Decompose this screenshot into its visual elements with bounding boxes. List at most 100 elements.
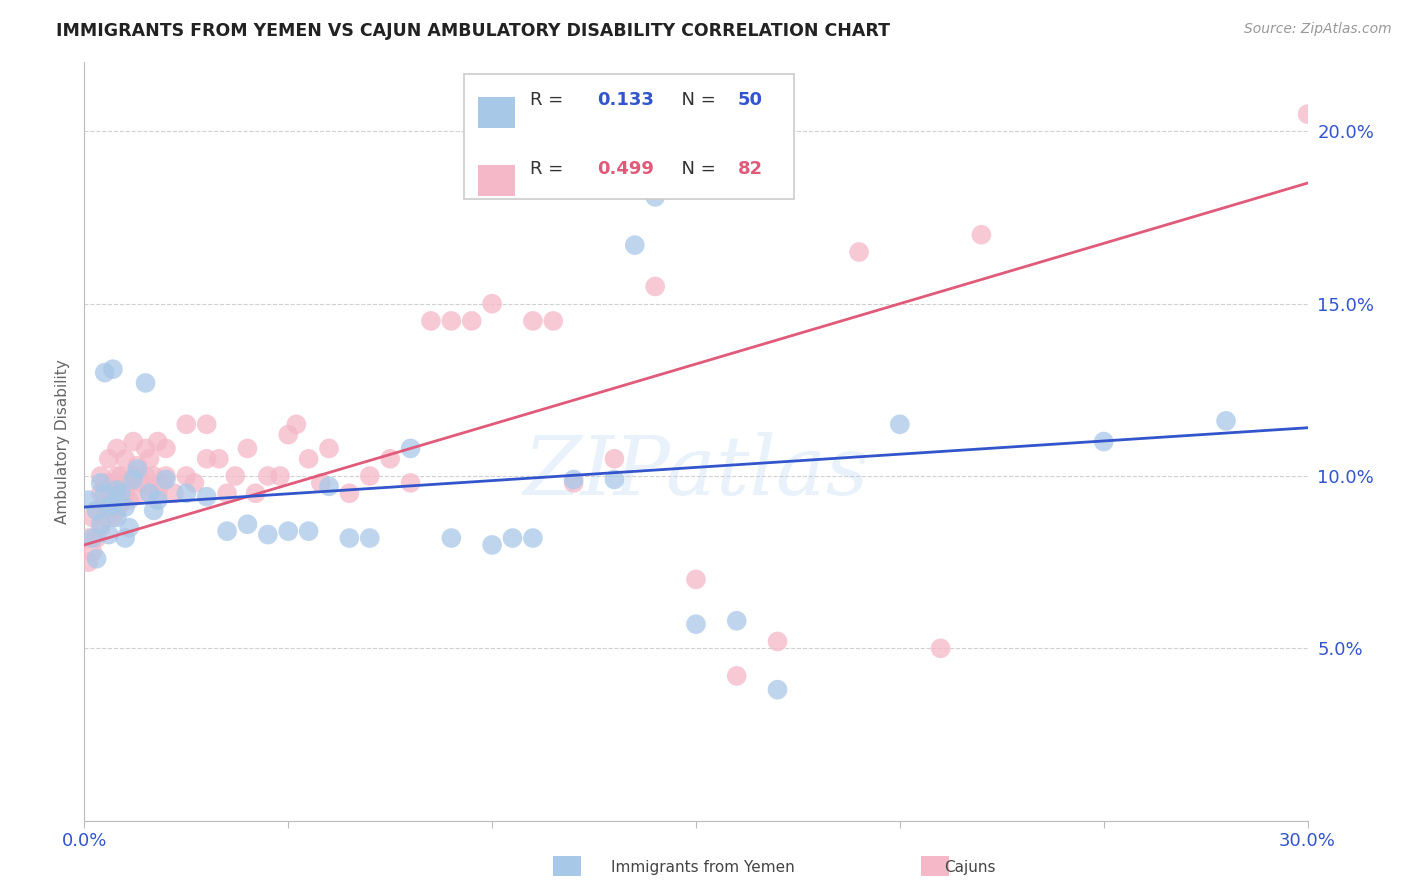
Point bbox=[135, 469, 157, 483]
Point bbox=[929, 641, 952, 656]
Point bbox=[562, 473, 585, 487]
Point bbox=[399, 475, 422, 490]
Point bbox=[685, 617, 707, 632]
Point bbox=[77, 531, 100, 545]
Point bbox=[208, 451, 231, 466]
Point bbox=[114, 486, 136, 500]
Point bbox=[174, 486, 197, 500]
Point bbox=[97, 503, 120, 517]
Point bbox=[970, 227, 993, 242]
Point bbox=[105, 442, 128, 456]
Point bbox=[522, 314, 544, 328]
Point bbox=[155, 473, 177, 487]
Point bbox=[725, 669, 748, 683]
Bar bbox=[478, 165, 515, 196]
Point bbox=[236, 442, 259, 456]
Point bbox=[889, 417, 911, 432]
Point bbox=[440, 531, 463, 545]
Point bbox=[339, 486, 361, 500]
Point bbox=[624, 238, 647, 252]
Point bbox=[257, 527, 280, 541]
Text: 0.133: 0.133 bbox=[598, 91, 654, 110]
Point bbox=[685, 573, 707, 587]
Point bbox=[359, 469, 381, 483]
Text: 82: 82 bbox=[738, 160, 762, 178]
Point bbox=[183, 475, 205, 490]
Point bbox=[195, 451, 218, 466]
Point bbox=[481, 538, 503, 552]
Point bbox=[142, 469, 165, 483]
Text: Source: ZipAtlas.com: Source: ZipAtlas.com bbox=[1244, 22, 1392, 37]
Point bbox=[82, 510, 104, 524]
Text: 0.499: 0.499 bbox=[598, 160, 654, 178]
Point bbox=[82, 531, 104, 545]
Point bbox=[146, 493, 169, 508]
Text: IMMIGRANTS FROM YEMEN VS CAJUN AMBULATORY DISABILITY CORRELATION CHART: IMMIGRANTS FROM YEMEN VS CAJUN AMBULATOR… bbox=[56, 22, 890, 40]
Text: 50: 50 bbox=[738, 91, 762, 110]
Point bbox=[318, 479, 340, 493]
Point bbox=[359, 531, 381, 545]
Point bbox=[101, 497, 124, 511]
Point bbox=[93, 366, 115, 380]
Point bbox=[118, 475, 141, 490]
Point bbox=[217, 524, 239, 538]
Text: ZIPatlas: ZIPatlas bbox=[523, 432, 869, 512]
Point bbox=[380, 451, 402, 466]
Point bbox=[277, 524, 299, 538]
Point bbox=[174, 417, 197, 432]
Point bbox=[110, 486, 132, 500]
Point bbox=[101, 362, 124, 376]
Point bbox=[90, 475, 112, 490]
Point bbox=[146, 434, 169, 449]
Point bbox=[298, 451, 321, 466]
Point bbox=[105, 483, 128, 497]
Point bbox=[138, 486, 160, 500]
Point bbox=[603, 473, 626, 487]
Point bbox=[86, 503, 108, 517]
Y-axis label: Ambulatory Disability: Ambulatory Disability bbox=[55, 359, 70, 524]
Point bbox=[440, 314, 463, 328]
Point bbox=[135, 442, 157, 456]
Point bbox=[110, 497, 132, 511]
Point bbox=[236, 517, 259, 532]
Point bbox=[138, 486, 160, 500]
Point bbox=[339, 531, 361, 545]
Point bbox=[118, 493, 141, 508]
Point bbox=[543, 314, 565, 328]
Point bbox=[309, 475, 332, 490]
Point bbox=[135, 376, 157, 390]
Point bbox=[1296, 107, 1319, 121]
Point bbox=[399, 442, 422, 456]
Point bbox=[90, 486, 112, 500]
Point bbox=[93, 497, 115, 511]
Point bbox=[131, 475, 153, 490]
Point bbox=[195, 417, 218, 432]
Point bbox=[502, 531, 524, 545]
Point bbox=[195, 490, 218, 504]
Text: N =: N = bbox=[671, 160, 721, 178]
Point bbox=[110, 469, 132, 483]
Bar bbox=[478, 96, 515, 128]
Point bbox=[269, 469, 291, 483]
Point bbox=[163, 486, 186, 500]
Point bbox=[217, 486, 239, 500]
Point bbox=[420, 314, 443, 328]
Point bbox=[127, 462, 149, 476]
FancyBboxPatch shape bbox=[464, 74, 794, 199]
Point bbox=[245, 486, 267, 500]
Point bbox=[101, 497, 124, 511]
Point bbox=[285, 417, 308, 432]
Point bbox=[138, 451, 160, 466]
Point bbox=[114, 531, 136, 545]
Point bbox=[97, 486, 120, 500]
Point bbox=[82, 545, 104, 559]
Point bbox=[277, 427, 299, 442]
Point bbox=[101, 510, 124, 524]
Point bbox=[150, 475, 173, 490]
Point bbox=[101, 475, 124, 490]
Point bbox=[97, 451, 120, 466]
Point bbox=[146, 486, 169, 500]
Point bbox=[114, 451, 136, 466]
Point bbox=[86, 503, 108, 517]
Text: R =: R = bbox=[530, 160, 568, 178]
